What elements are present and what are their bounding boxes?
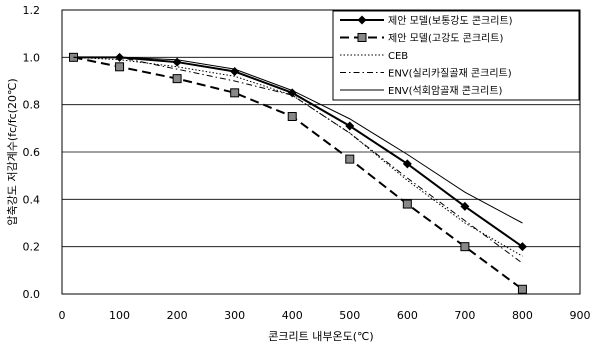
diamond-marker [357, 15, 367, 25]
y-tick-label: 0.6 [23, 146, 41, 159]
legend-label: 제안 모델(보통강도 콘크리트) [388, 15, 513, 27]
y-tick-labels: 0.0 0.2 0.4 0.6 0.8 1.0 1.2 [23, 4, 41, 301]
x-tick-label: 700 [454, 309, 475, 322]
square-marker [172, 74, 182, 84]
y-tick-label: 0.0 [23, 288, 41, 301]
legend-label: ENV(실리카질골재 콘크리트) [388, 68, 512, 80]
x-tick-labels: 0 100 200 300 400 500 600 700 800 900 [59, 309, 591, 322]
x-tick-label: 200 [167, 309, 188, 322]
x-tick-label: 900 [570, 309, 591, 322]
square-marker [357, 33, 367, 42]
y-tick-label: 1.2 [23, 4, 41, 17]
x-tick-label: 300 [224, 309, 245, 322]
y-axis-title: 압축강도 저감계수(fc/fc(20℃) [6, 78, 19, 225]
square-marker [460, 242, 470, 252]
series-line [73, 56, 523, 224]
x-axis-title: 콘크리트 내부온도(℃) [268, 330, 373, 343]
x-tick-label: 500 [339, 309, 360, 322]
y-tick-label: 0.8 [23, 99, 41, 112]
legend-label: 제안 모델(고강도 콘크리트) [388, 33, 503, 45]
x-tick-label: 400 [282, 309, 303, 322]
diamond-marker [345, 121, 355, 131]
x-tick-label: 0 [59, 309, 66, 322]
square-marker [230, 88, 240, 98]
x-tick-label: 100 [109, 309, 130, 322]
legend-box [332, 10, 580, 101]
legend-label: ENV(석회암골재 콘크리트) [388, 85, 503, 97]
y-tick-label: 0.4 [23, 193, 41, 206]
legend: 제안 모델(보통강도 콘크리트) 제안 모델(고강도 콘크리트) CEB ENV(실리… [332, 10, 580, 101]
diamond-marker [460, 201, 470, 211]
diamond-marker [517, 242, 527, 252]
y-tick-label: 1.0 [23, 51, 41, 64]
series-lines [69, 52, 527, 294]
diamond-marker [402, 159, 412, 169]
square-marker [115, 62, 125, 72]
square-marker [345, 154, 355, 164]
y-tick-label: 0.2 [23, 241, 41, 254]
square-marker [517, 284, 527, 294]
square-marker [287, 112, 297, 121]
square-marker [402, 199, 412, 209]
x-tick-label: 800 [512, 309, 533, 322]
series-line [73, 56, 523, 257]
x-tick-label: 600 [397, 309, 418, 322]
legend-label: CEB [388, 51, 408, 62]
